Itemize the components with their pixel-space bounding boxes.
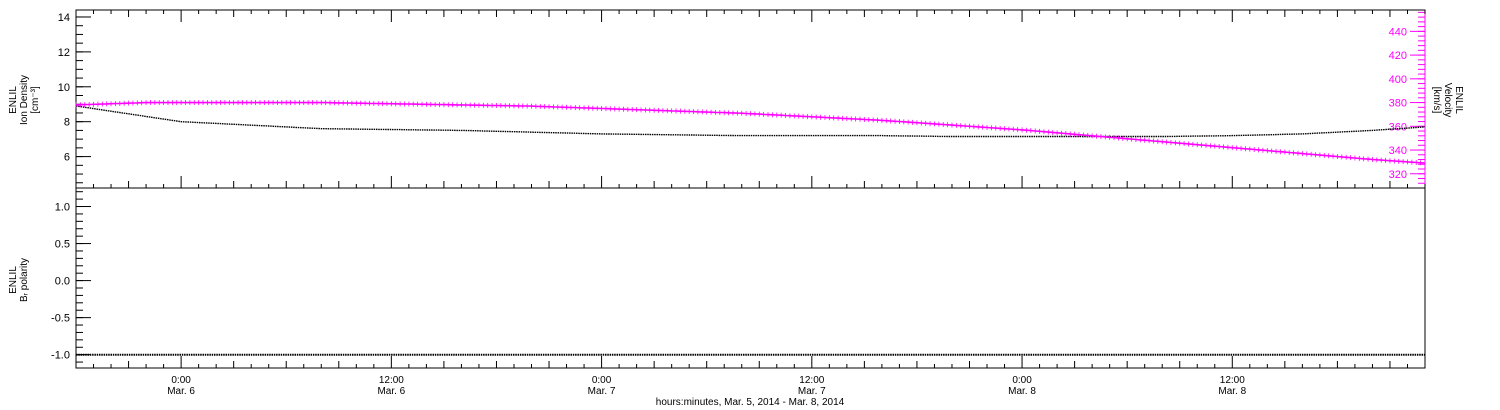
velocity-series-line — [75, 101, 1426, 164]
x-tick-label-time: 12:00 — [379, 375, 404, 386]
density-axis-tick-label: 14 — [58, 12, 70, 24]
velocity-axis-tick-label: 360 — [1389, 121, 1407, 133]
density-axis-tick-label: 12 — [58, 47, 70, 59]
density-axis-tick-label: 6 — [64, 152, 70, 164]
polarity-axis-tick-label: -0.5 — [51, 313, 70, 325]
bottom-panel: -1.0 -0.5 0.0 0.5 1.0 ENLILBᵣ polarity — [8, 187, 1426, 369]
velocity-axis-tick-label: 340 — [1389, 145, 1407, 157]
polarity-axis-label-line: ENLIL — [8, 266, 19, 294]
velocity-axis-label: ENLILVelocity[km/s] — [1431, 83, 1464, 117]
x-tick-label-time: 12:00 — [799, 375, 824, 386]
density-axis-label: ENLILIon Density[cm⁻³] — [8, 75, 41, 125]
velocity-axis-label-line: [km/s] — [1431, 87, 1442, 114]
velocity-axis-tick-label: 420 — [1389, 50, 1407, 62]
x-tick-label-date: Mar. 7 — [588, 386, 616, 397]
velocity-axis-tick-label: 400 — [1389, 74, 1407, 86]
velocity-axis-tick-label: 440 — [1389, 26, 1407, 38]
density-axis-label-line: Ion Density — [19, 75, 30, 125]
velocity-axis-label-line: ENLIL — [1453, 86, 1464, 114]
velocity-series-markers — [75, 100, 1426, 166]
top-plot-frame — [75, 9, 1426, 189]
x-tick-label-date: Mar. 8 — [1218, 386, 1246, 397]
velocity-axis-tick-label: 320 — [1389, 169, 1407, 181]
polarity-axis-tick-label: 0.5 — [55, 239, 70, 251]
velocity-axis-label-line: Velocity — [1442, 83, 1453, 117]
density-axis-label-line: [cm⁻³] — [30, 86, 41, 114]
polarity-axis-tick-label: -1.0 — [51, 350, 70, 362]
density-series-line — [75, 105, 1426, 138]
x-tick-label-time: 0:00 — [1012, 375, 1032, 386]
velocity-axis-tick-label: 380 — [1389, 98, 1407, 110]
x-tick-label-date: Mar. 6 — [377, 386, 405, 397]
density-axis-label-line: ENLIL — [8, 86, 19, 114]
x-tick-label-time: 0:00 — [592, 375, 612, 386]
density-axis-tick-label: 8 — [64, 117, 70, 129]
polarity-axis-tick-label: 1.0 — [55, 202, 70, 214]
x-tick-label-date: Mar. 8 — [1008, 386, 1036, 397]
x-tick-label-date: Mar. 7 — [798, 386, 826, 397]
x-tick-label-date: Mar. 6 — [167, 386, 195, 397]
polarity-axis-tick-label: 0.0 — [55, 276, 70, 288]
x-axis-title: hours:minutes, Mar. 5, 2014 - Mar. 8, 20… — [656, 397, 845, 408]
x-tick-label-time: 12:00 — [1220, 375, 1245, 386]
x-tick-label-time: 0:00 — [171, 375, 191, 386]
density-axis-tick-label: 10 — [58, 82, 70, 94]
polarity-axis-label-line: Bᵣ polarity — [19, 258, 30, 302]
bottom-plot-frame — [75, 187, 1426, 369]
polarity-axis-label: ENLILBᵣ polarity — [8, 258, 30, 302]
